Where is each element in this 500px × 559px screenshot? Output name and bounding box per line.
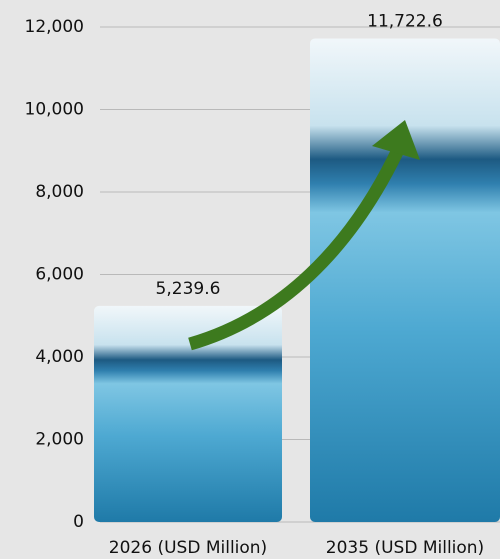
y-tick-label: 10,000 [25, 100, 84, 120]
x-tick-label: 2026 (USD Million) [109, 538, 267, 558]
arrow-head [372, 120, 420, 160]
y-tick-label: 12,000 [25, 17, 84, 37]
y-tick-label: 6,000 [35, 265, 84, 285]
y-tick-label: 2,000 [35, 430, 84, 450]
x-tick-label: 2035 (USD Million) [326, 538, 484, 558]
plot-area: 0 2,000 4,000 6,000 8,000 10,000 12,000 5,239.6… [25, 11, 500, 558]
growth-arrow [188, 120, 420, 351]
bar [94, 305, 282, 522]
value-label: 11,722.6 [367, 11, 443, 31]
value-label: 5,239.6 [156, 279, 221, 299]
y-tick-label: 4,000 [35, 347, 84, 367]
bar [310, 38, 500, 522]
arrow-shaft [188, 147, 404, 351]
y-tick-label: 8,000 [35, 182, 84, 202]
y-tick-label: 0 [73, 512, 84, 532]
